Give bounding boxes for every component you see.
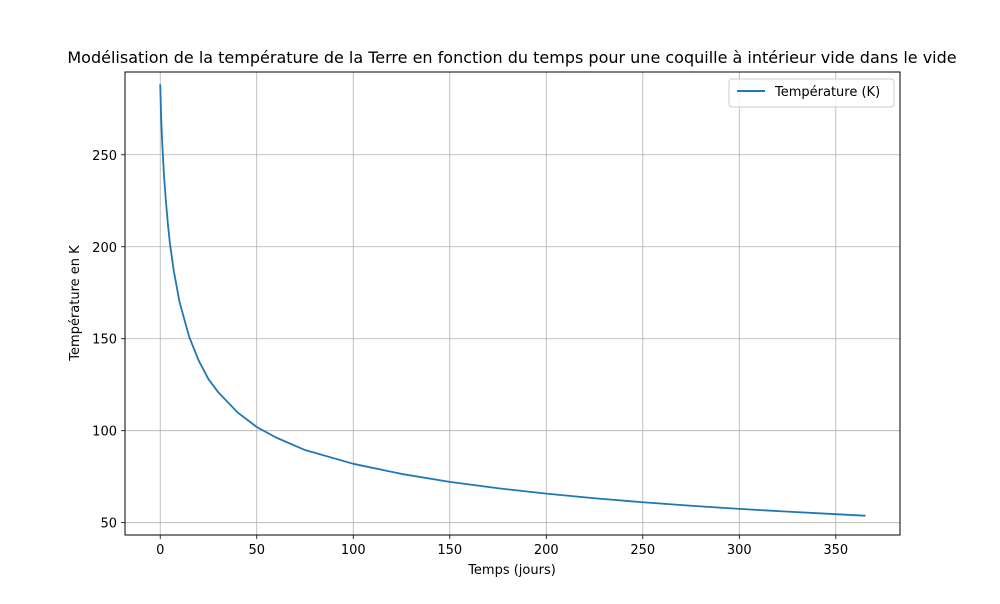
legend: Température (K) <box>728 78 895 108</box>
x-tick-label: 250 <box>630 543 655 558</box>
y-tick-label: 200 <box>92 241 117 256</box>
x-tick-label: 150 <box>437 543 462 558</box>
y-tick-label: 250 <box>92 149 117 164</box>
series-layer <box>159 83 866 517</box>
series-line-temperature <box>159 83 866 517</box>
y-tick-label: 50 <box>100 517 117 532</box>
legend-box <box>728 78 895 108</box>
y-axis-label: Température en K <box>68 245 83 362</box>
grid <box>125 72 900 535</box>
x-tick-label: 350 <box>823 543 848 558</box>
x-tick-label: 50 <box>248 543 265 558</box>
x-tick-label: 100 <box>341 543 366 558</box>
x-tick-label: 300 <box>727 543 752 558</box>
x-tick-label: 200 <box>534 543 559 558</box>
ticks: 0 50 100 150 200 250 300 350 50 100 150 200 250 <box>92 149 848 558</box>
x-axis-label: Temps (jours) <box>467 563 556 578</box>
plot-frame <box>124 71 901 536</box>
legend-label: Température (K) <box>774 85 880 100</box>
y-tick-label: 150 <box>92 333 117 348</box>
y-tick-label: 100 <box>92 425 117 440</box>
x-tick-label: 0 <box>156 543 164 558</box>
chart-title: Modélisation de la température de la Ter… <box>67 48 956 67</box>
